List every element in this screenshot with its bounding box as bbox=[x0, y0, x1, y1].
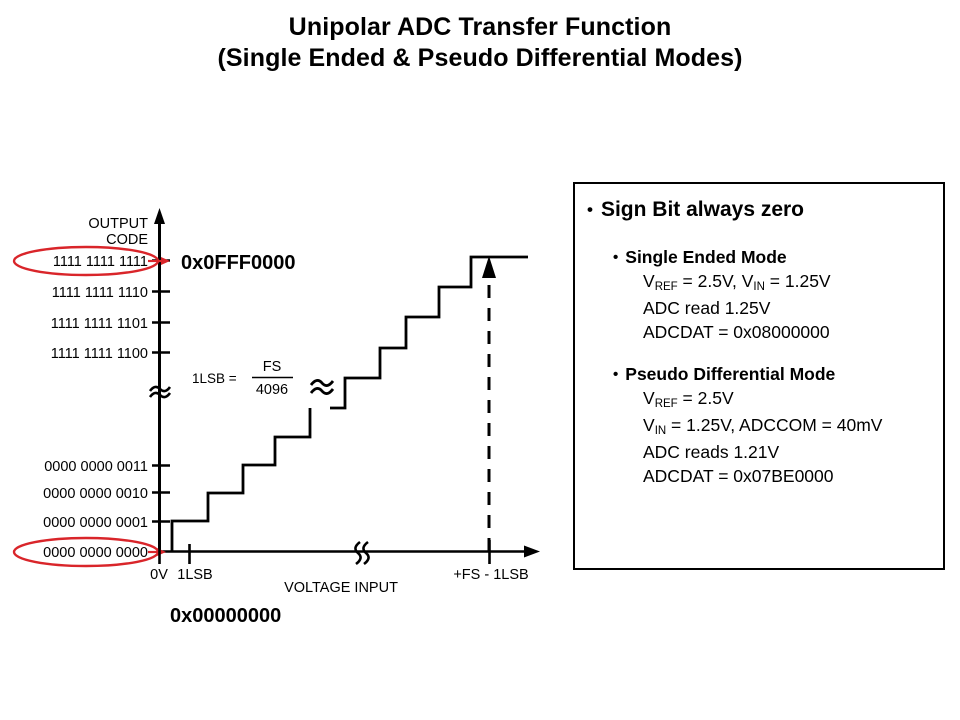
x-axis bbox=[159, 545, 540, 558]
y-label-bottom-0: 0000 0000 0011 bbox=[44, 459, 148, 475]
x-label-one-lsb: 1LSB bbox=[177, 567, 212, 583]
detail-line: ADCDAT = 0x08000000 bbox=[643, 322, 830, 342]
section-title: Pseudo Differential Mode bbox=[625, 364, 836, 384]
hex-label-max: 0x0FFF0000 bbox=[181, 252, 296, 274]
y-label-bottom-3: 0000 0000 0000 bbox=[43, 545, 148, 561]
y-axis-break-icon bbox=[148, 385, 172, 399]
full-scale-marker-line bbox=[482, 256, 496, 551]
lsb-formula-numerator: FS bbox=[263, 359, 282, 375]
lsb-formula-lhs: 1LSB = bbox=[192, 371, 237, 386]
title-line-2: (Single Ended & Pseudo Differential Mode… bbox=[217, 44, 743, 72]
detail-line: VIN = 1.25V, ADCCOM = 40mV bbox=[643, 415, 883, 437]
x-axis-ticks bbox=[158, 540, 491, 564]
bullet-dot-icon: • bbox=[613, 249, 619, 266]
title-line-1: Unipolar ADC Transfer Function bbox=[288, 13, 672, 41]
spacer bbox=[587, 344, 933, 362]
x-label-full-scale: +FS - 1LSB bbox=[453, 567, 528, 583]
y-axis-caption-line-1: OUTPUT bbox=[88, 216, 148, 232]
x-label-origin: 0V bbox=[150, 567, 168, 583]
y-label-top-1: 1111 1111 1110 bbox=[52, 285, 148, 301]
x-axis-labels: 0V 1LSB +FS - 1LSB VOLTAGE INPUT bbox=[150, 567, 529, 596]
callout-heading: Sign Bit always zero bbox=[600, 198, 805, 221]
highlight-pointer-bottom bbox=[148, 548, 166, 556]
detail-line: ADC read 1.25V bbox=[643, 298, 771, 318]
y-axis-caption-line-2: CODE bbox=[106, 232, 148, 248]
highlight-pointer-top bbox=[148, 257, 170, 265]
transfer-function-staircase bbox=[170, 255, 528, 552]
y-label-top-0: 1111 1111 1111 bbox=[53, 254, 148, 270]
staircase-break-icon bbox=[309, 379, 335, 395]
y-axis-caption: OUTPUT CODE bbox=[88, 216, 148, 248]
detail-line: VREF = 2.5V bbox=[643, 388, 734, 410]
detail-line: ADCDAT = 0x07BE0000 bbox=[643, 466, 834, 486]
y-axis-ticks-bottom bbox=[152, 464, 170, 523]
section-pseudo-differential: • Pseudo Differential Mode VREF = 2.5V V… bbox=[587, 362, 933, 488]
section-title-row: • Single Ended Mode bbox=[613, 245, 933, 269]
adc-transfer-function-chart: OUTPUT CODE 1111 1111 1111 1111 1111 111… bbox=[0, 180, 570, 650]
detail-line: ADC reads 1.21V bbox=[643, 442, 780, 462]
y-axis-labels-bottom: 0000 0000 0011 0000 0000 0010 0000 0000 … bbox=[43, 459, 148, 561]
y-label-bottom-2: 0000 0000 0001 bbox=[43, 515, 148, 531]
y-label-bottom-1: 0000 0000 0010 bbox=[43, 486, 148, 502]
section-title-row: • Pseudo Differential Mode bbox=[613, 362, 933, 386]
spacer bbox=[587, 223, 933, 245]
x-axis-caption: VOLTAGE INPUT bbox=[284, 580, 398, 596]
x-axis-break-icon bbox=[354, 540, 370, 566]
lsb-formula: 1LSB = FS 4096 bbox=[192, 359, 293, 398]
detail-line: VREF = 2.5V, VIN = 1.25V bbox=[643, 271, 831, 293]
section-title: Single Ended Mode bbox=[625, 247, 787, 267]
page-title: Unipolar ADC Transfer Function (Single E… bbox=[0, 12, 960, 74]
y-axis bbox=[154, 208, 165, 552]
y-label-top-2: 1111 1111 1101 bbox=[51, 316, 148, 332]
hex-label-min: 0x00000000 bbox=[170, 605, 281, 627]
callout-box: • Sign Bit always zero • Single Ended Mo… bbox=[573, 182, 945, 570]
y-axis-labels-top: 1111 1111 1111 1111 1111 1110 1111 1111 … bbox=[51, 254, 148, 362]
callout-heading-row: • Sign Bit always zero bbox=[587, 196, 933, 223]
y-label-top-3: 1111 1111 1100 bbox=[51, 346, 148, 362]
bullet-dot-icon: • bbox=[613, 366, 619, 383]
section-single-ended: • Single Ended Mode VREF = 2.5V, VIN = 1… bbox=[587, 245, 933, 344]
lsb-formula-denominator: 4096 bbox=[256, 382, 288, 398]
bullet-dot-icon: • bbox=[587, 200, 593, 219]
